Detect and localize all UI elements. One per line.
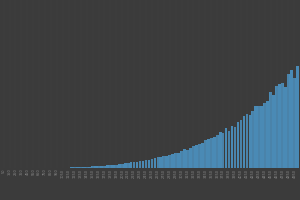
Bar bbox=[195, 145, 198, 168]
Bar bbox=[130, 162, 133, 168]
Bar bbox=[245, 114, 248, 168]
Bar bbox=[124, 163, 127, 168]
Bar bbox=[165, 156, 168, 168]
Bar bbox=[88, 167, 91, 168]
Bar bbox=[151, 159, 153, 168]
Bar bbox=[121, 164, 124, 168]
Bar bbox=[192, 146, 195, 168]
Bar bbox=[240, 120, 242, 168]
Bar bbox=[296, 66, 299, 168]
Bar bbox=[106, 165, 109, 168]
Bar bbox=[251, 111, 254, 168]
Bar bbox=[91, 166, 94, 168]
Bar bbox=[127, 163, 130, 168]
Bar bbox=[70, 167, 73, 168]
Bar bbox=[163, 156, 165, 168]
Bar bbox=[216, 135, 218, 168]
Bar bbox=[112, 165, 115, 168]
Bar bbox=[275, 86, 278, 168]
Bar bbox=[257, 106, 260, 168]
Bar bbox=[263, 103, 266, 168]
Bar bbox=[260, 106, 263, 168]
Bar bbox=[74, 167, 76, 168]
Bar bbox=[231, 126, 233, 168]
Bar bbox=[76, 167, 79, 168]
Bar bbox=[281, 83, 284, 168]
Bar bbox=[284, 87, 287, 168]
Bar bbox=[136, 162, 138, 168]
Bar bbox=[133, 162, 136, 168]
Bar bbox=[103, 166, 106, 168]
Bar bbox=[189, 148, 192, 168]
Bar bbox=[248, 115, 251, 168]
Bar bbox=[180, 151, 183, 168]
Bar bbox=[118, 164, 121, 168]
Bar bbox=[154, 158, 156, 168]
Bar bbox=[85, 167, 88, 168]
Bar bbox=[207, 139, 210, 168]
Bar bbox=[237, 122, 239, 168]
Bar bbox=[100, 166, 103, 168]
Bar bbox=[269, 92, 272, 168]
Bar bbox=[228, 131, 230, 168]
Bar bbox=[213, 137, 216, 168]
Bar bbox=[177, 153, 180, 168]
Bar bbox=[278, 84, 281, 168]
Bar bbox=[168, 155, 171, 168]
Bar bbox=[94, 166, 97, 168]
Bar bbox=[160, 157, 162, 168]
Bar bbox=[174, 153, 177, 168]
Bar bbox=[287, 74, 290, 168]
Bar bbox=[293, 78, 296, 168]
Bar bbox=[198, 144, 201, 168]
Bar bbox=[204, 140, 207, 168]
Bar bbox=[148, 160, 150, 168]
Bar bbox=[171, 154, 174, 168]
Bar bbox=[225, 128, 227, 168]
Bar bbox=[145, 160, 147, 168]
Bar bbox=[201, 143, 204, 168]
Bar bbox=[254, 106, 257, 168]
Bar bbox=[142, 161, 144, 168]
Bar bbox=[222, 133, 224, 168]
Bar bbox=[266, 101, 269, 168]
Bar bbox=[80, 167, 82, 168]
Bar bbox=[115, 165, 118, 168]
Bar bbox=[234, 127, 236, 168]
Bar bbox=[272, 95, 275, 168]
Bar bbox=[157, 157, 159, 168]
Bar bbox=[243, 116, 245, 168]
Bar bbox=[82, 167, 85, 168]
Bar bbox=[219, 132, 221, 168]
Bar bbox=[186, 150, 189, 168]
Bar bbox=[139, 161, 141, 168]
Bar bbox=[290, 70, 293, 168]
Bar bbox=[97, 166, 100, 168]
Bar bbox=[109, 165, 112, 168]
Bar bbox=[183, 149, 186, 168]
Bar bbox=[210, 138, 213, 168]
